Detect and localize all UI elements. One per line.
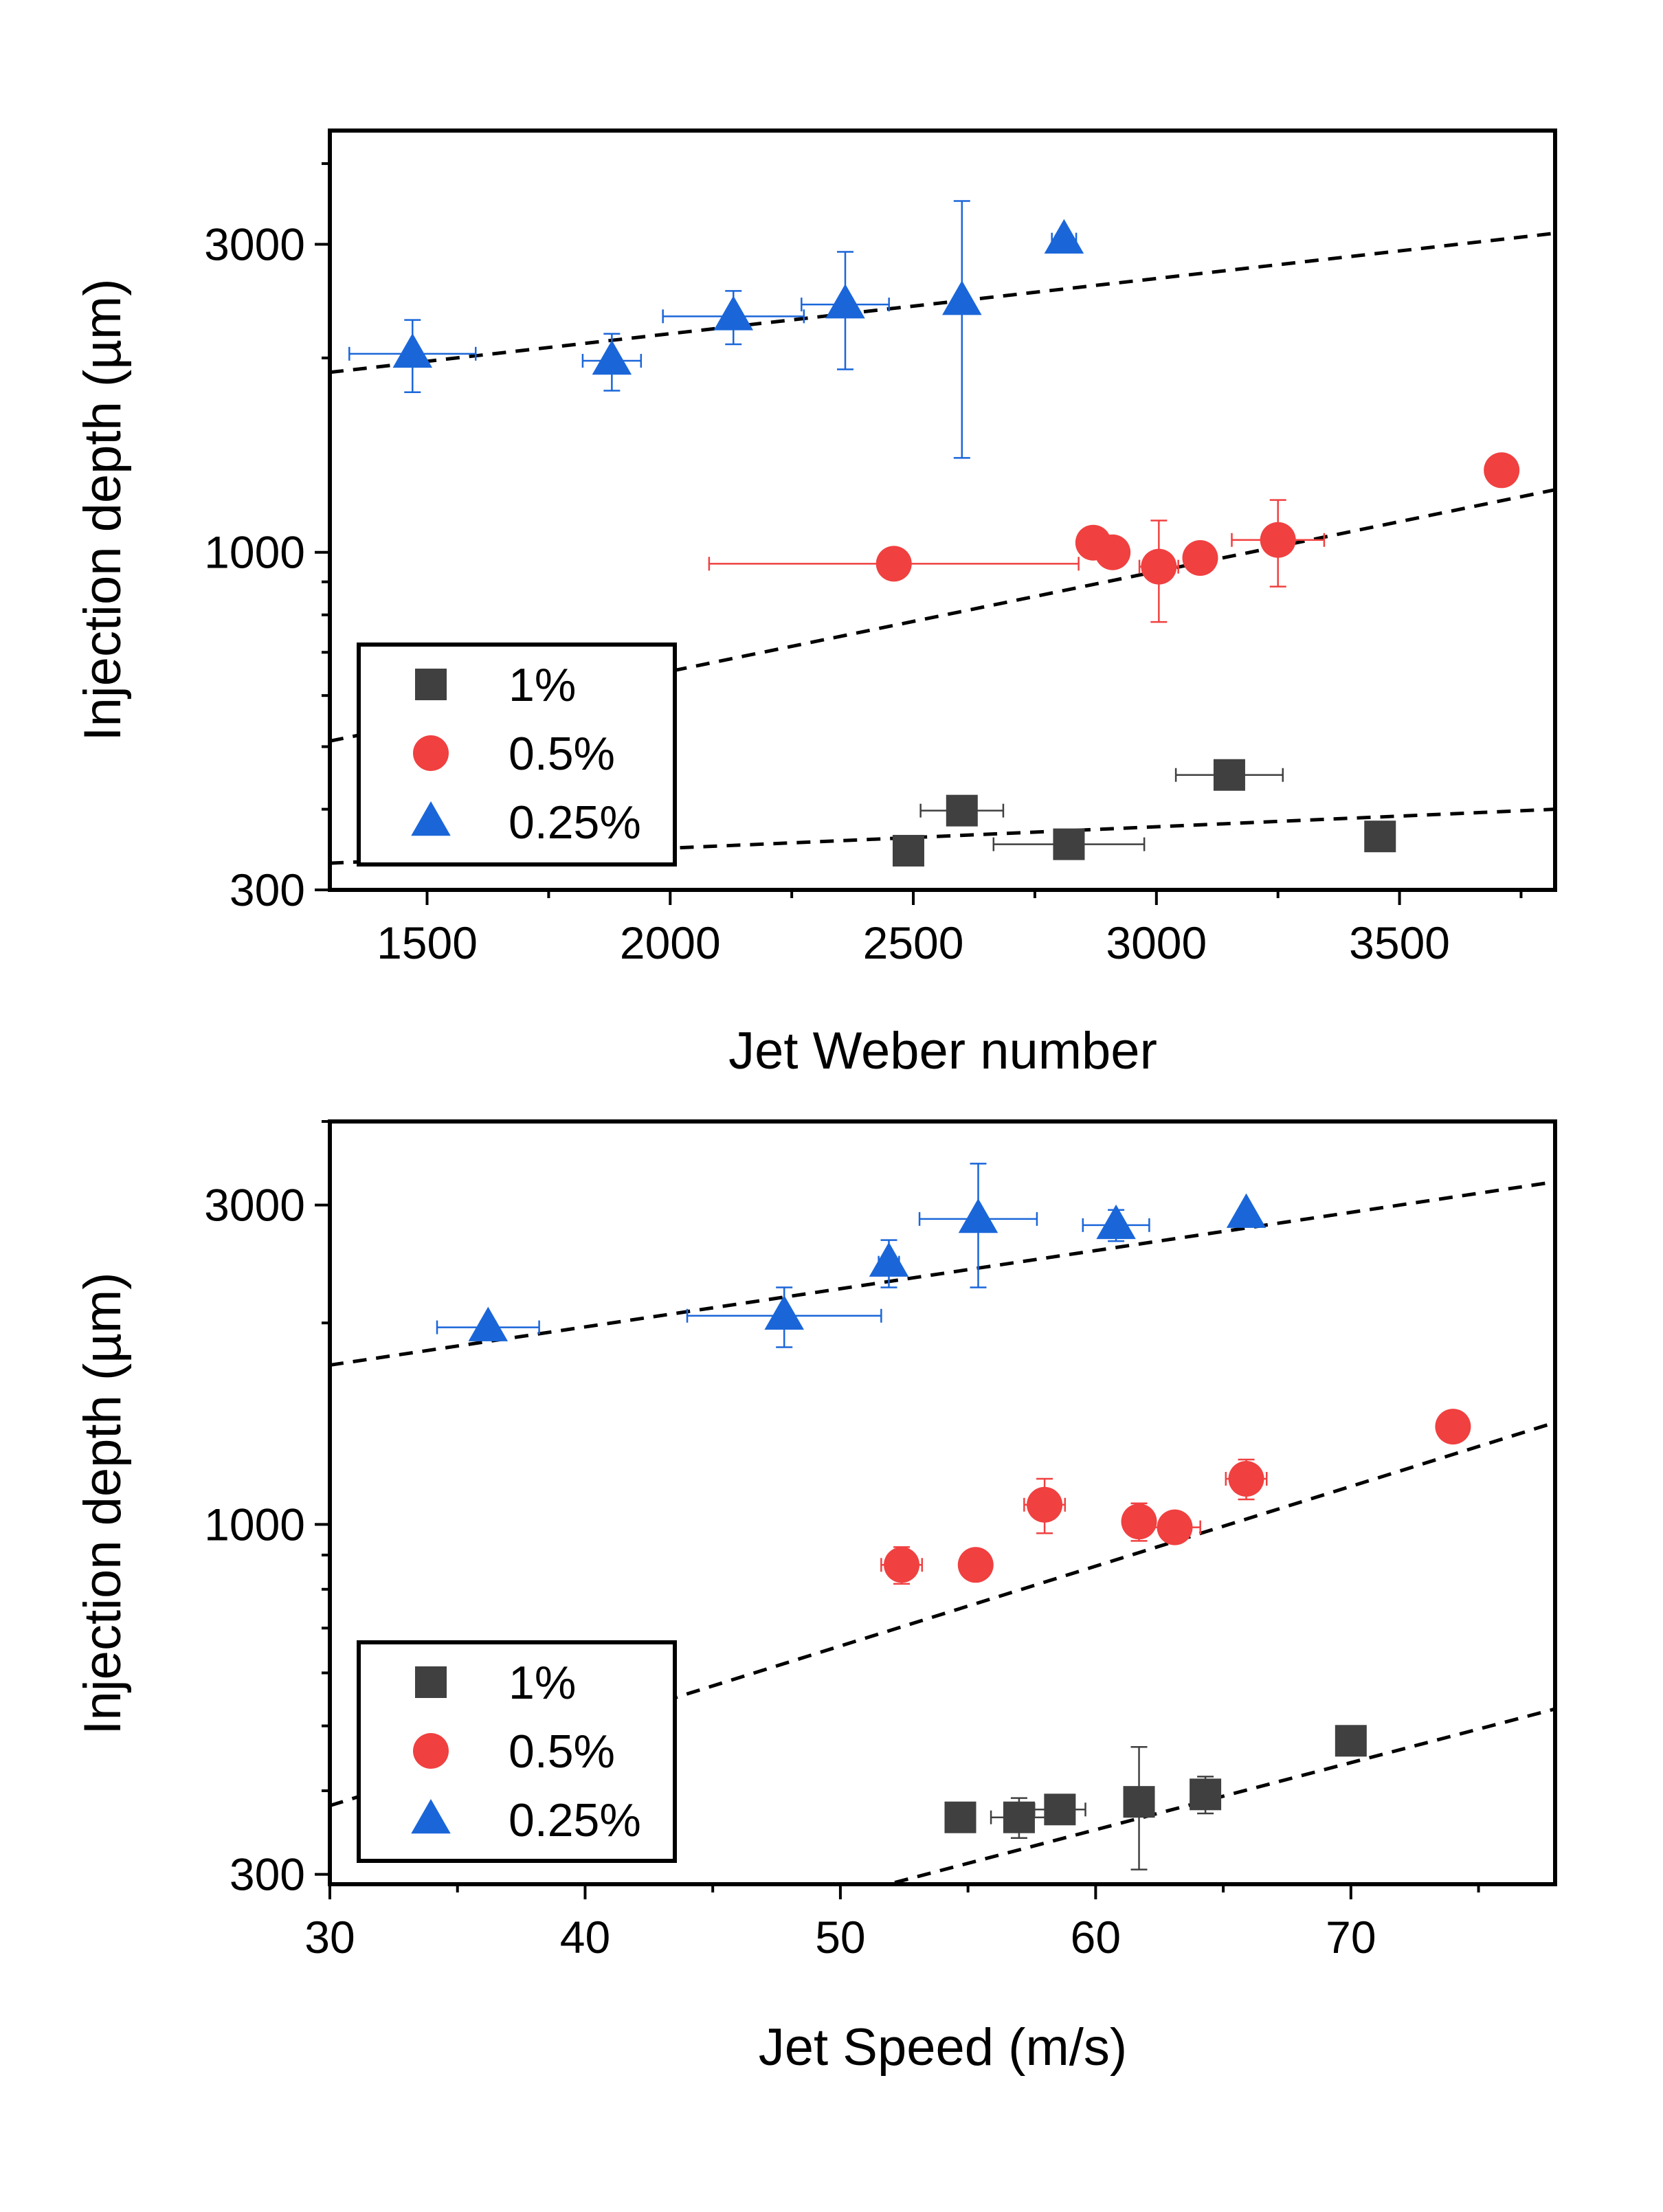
legend-label: 0.25% [509,1794,641,1846]
data-point-triangle [1044,219,1084,254]
data-point-circle [1157,1509,1193,1545]
data-point-square [1003,1801,1035,1833]
fit-line-1% [330,807,1555,865]
y-tick-label: 1000 [204,1499,305,1550]
data-point-square [1364,820,1396,853]
legend-marker-circle [413,735,449,771]
x-tick-label: 50 [815,1912,865,1963]
data-point-triangle [392,333,433,368]
weber-panel: 1500 2000 2500 3000 3500 300 1000 3000 Jet Webe… [74,129,1557,1080]
data-point-triangle [958,1198,998,1233]
legend-marker-square [415,1666,447,1698]
y-axis-label: Injection depth (µm) [74,278,132,741]
speed-panel: 30 40 50 60 70 300 1000 3000 Jet Speed (m/s) In… [74,1119,1557,2077]
data-point-triangle [1226,1193,1266,1228]
data-point-triangle [764,1295,804,1330]
plot-frame [328,129,1557,892]
data-point-triangle [1096,1204,1136,1240]
legend-label: 0.5% [509,1725,615,1778]
y-tick-label: 3000 [204,1180,305,1231]
x-tick-label: 60 [1071,1912,1121,1963]
x-axis-label: Jet Speed (m/s) [759,2018,1127,2077]
fit-line-0.25% [330,231,1555,375]
data-point-circle [1435,1409,1471,1445]
data-point-circle [1027,1486,1063,1523]
data-point-triangle [592,340,632,375]
data-point-circle [1182,539,1218,576]
x-tick-label: 2000 [620,917,721,968]
data-point-circle [957,1547,994,1583]
x-tick-label: 3000 [1106,917,1207,968]
legend-box [357,1640,677,1863]
legend-label: 1% [509,659,576,711]
data-point-triangle [825,284,865,319]
data-point-circle [1095,534,1131,570]
data-point-square [1044,1794,1076,1826]
x-axis-label: Jet Weber number [728,1022,1157,1080]
data-point-square [946,794,978,827]
legend-box [357,643,677,867]
data-point-square [1053,828,1085,860]
x-tick-label: 40 [560,1912,610,1963]
data-point-triangle [468,1306,509,1341]
data-point-square [892,834,924,867]
legend-label: 0.5% [509,728,615,780]
y-tick-label: 300 [230,864,305,915]
y-axis-label: Injection depth (µm) [74,1272,132,1734]
data-point-circle [1141,548,1177,585]
x-tick-label: 2500 [863,917,964,968]
data-point-circle [875,546,912,582]
data-point-square [944,1801,976,1833]
data-point-square [1213,759,1245,791]
fit-line-1% [881,1707,1555,1884]
legend-marker-circle [413,1733,449,1769]
legend: 1% 0.5% 0.25% [357,643,677,867]
x-tick-label: 70 [1326,1912,1376,1963]
data-point-triangle [869,1242,909,1277]
data-point-circle [1260,522,1296,558]
y-tick-label: 3000 [204,219,305,269]
y-tick-label: 1000 [204,527,305,578]
legend-marker-triangle [411,801,451,836]
data-point-circle [1484,452,1520,489]
legend: 1% 0.5% 0.25% [357,1640,677,1863]
data-point-circle [1121,1504,1157,1540]
x-tick-label: 1500 [377,917,478,968]
legend-marker-triangle [411,1799,451,1834]
fit-line-0.25% [330,1180,1555,1367]
data-point-circle [1228,1460,1264,1497]
data-point-triangle [942,280,982,315]
legend-label: 0.25% [509,796,641,849]
y-tick-label: 300 [230,1849,305,1900]
plot-frame [328,1119,1557,1886]
data-point-square [1123,1786,1155,1818]
data-point-square [1335,1725,1367,1757]
data-point-circle [884,1547,920,1583]
legend-marker-square [415,669,447,700]
data-point-triangle [713,295,754,331]
x-tick-label: 3500 [1349,917,1450,968]
data-point-square [1190,1778,1222,1811]
legend-label: 1% [509,1657,576,1709]
x-tick-label: 30 [304,1912,355,1963]
